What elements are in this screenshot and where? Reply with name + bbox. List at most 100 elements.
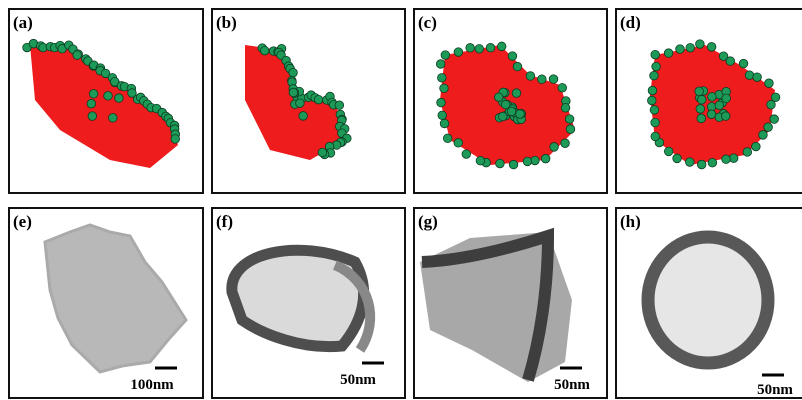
scale-label: 50nm (554, 377, 590, 393)
panel-label: (b) (216, 13, 237, 32)
particle (566, 125, 575, 134)
particle (496, 159, 505, 168)
particle (652, 62, 661, 71)
particle (501, 100, 510, 109)
tem-ring (648, 237, 768, 363)
particle (697, 95, 706, 104)
particle (260, 46, 269, 55)
particle (299, 112, 308, 121)
scale-label: 50nm (340, 372, 376, 388)
particle (696, 40, 705, 49)
particle (314, 95, 323, 104)
particle (721, 112, 730, 121)
particle (745, 71, 754, 80)
particle (437, 98, 446, 107)
particle (743, 148, 752, 157)
particle (87, 99, 96, 108)
figure: 100nm 50nm 50nm 50nm (a) (b) (c) (d) (e)… (0, 0, 802, 400)
scale-label: 50nm (757, 382, 793, 398)
particle (550, 143, 559, 152)
panel-label: (e) (13, 212, 32, 231)
particle (561, 103, 570, 112)
particle (486, 43, 495, 52)
particle (715, 101, 724, 110)
particle (696, 105, 705, 114)
particle (673, 154, 682, 163)
particle (289, 88, 298, 97)
particle (685, 158, 694, 167)
particle (89, 90, 98, 99)
particle (438, 73, 447, 82)
particle (707, 110, 716, 119)
particle (722, 94, 731, 103)
particle (648, 96, 657, 105)
particle (443, 134, 452, 143)
particle (73, 51, 82, 60)
particle (561, 139, 570, 148)
particle (651, 132, 660, 141)
particle (565, 115, 574, 124)
particle (289, 68, 298, 77)
particle (767, 100, 776, 109)
particle (752, 142, 761, 151)
particle (722, 155, 731, 164)
particle (764, 123, 773, 132)
particle (335, 101, 344, 110)
particle (497, 42, 506, 51)
particle (765, 79, 774, 88)
particle (753, 73, 762, 82)
particle (436, 60, 445, 69)
particle (707, 43, 716, 52)
tem-particle (45, 225, 186, 372)
panel-label: (d) (620, 13, 641, 32)
panel-label: (a) (13, 13, 33, 32)
particle (438, 111, 447, 120)
particle (526, 72, 535, 81)
particle (523, 157, 532, 166)
top-row (9, 9, 802, 193)
particle (708, 158, 717, 167)
particle (513, 62, 522, 71)
panel-label: (c) (418, 13, 437, 32)
particle (697, 114, 706, 123)
particle (708, 93, 717, 102)
particle (770, 115, 779, 124)
particle (549, 75, 558, 84)
particle (104, 92, 113, 101)
panel-label: (h) (620, 212, 641, 231)
panel-label: (f) (216, 212, 233, 231)
bottom-row: 100nm 50nm 50nm 50nm (9, 208, 802, 398)
particle (498, 112, 507, 121)
particle (462, 150, 471, 159)
page: 100nm 50nm 50nm 50nm (a) (b) (c) (d) (e)… (0, 0, 802, 400)
scale-label: 100nm (130, 377, 174, 393)
particle (454, 48, 463, 57)
particle (476, 156, 485, 165)
particle (441, 51, 450, 60)
panel-label: (g) (418, 212, 438, 231)
particle (650, 71, 659, 80)
particle (686, 43, 695, 52)
particle (648, 86, 657, 95)
particle (664, 49, 673, 58)
particle (651, 118, 660, 127)
particle (695, 87, 704, 96)
particle (475, 44, 484, 53)
particle (494, 93, 503, 102)
particle (650, 106, 659, 115)
particle (454, 139, 463, 148)
particle (507, 107, 516, 116)
particle (541, 154, 550, 163)
particle (516, 110, 525, 119)
particle (759, 131, 768, 140)
particle (538, 75, 547, 84)
particle (171, 135, 180, 144)
particle (726, 57, 735, 66)
particle (440, 84, 449, 93)
particle (676, 45, 685, 54)
particle (509, 160, 518, 169)
particle (558, 83, 567, 92)
particle (729, 154, 738, 163)
particle (88, 112, 97, 121)
particle (440, 119, 449, 128)
